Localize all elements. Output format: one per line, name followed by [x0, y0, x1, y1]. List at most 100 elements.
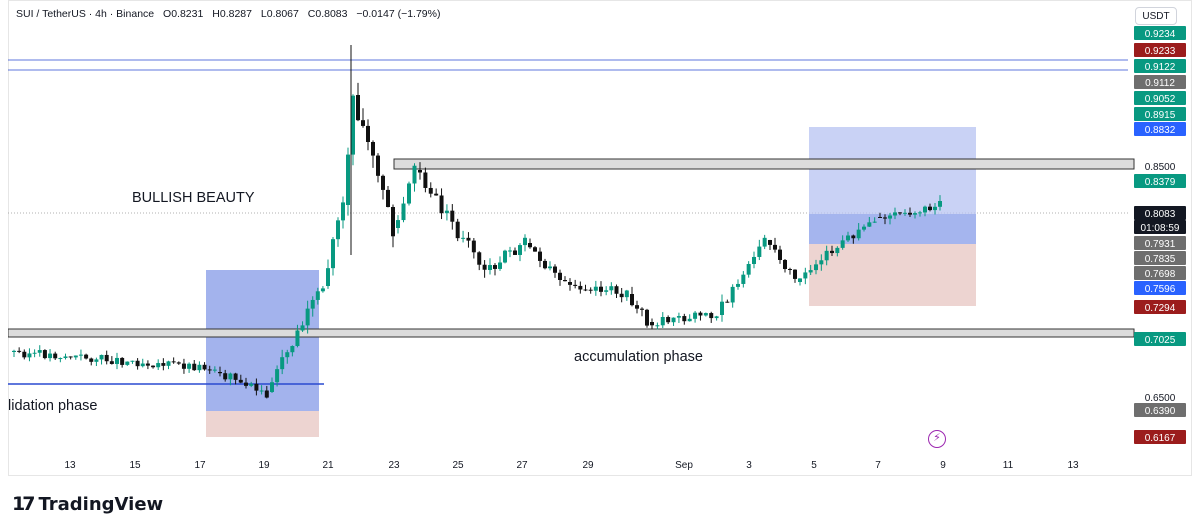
candle-body[interactable]	[37, 350, 42, 353]
candle-body[interactable]	[923, 206, 927, 213]
candle-body[interactable]	[249, 383, 254, 386]
candle-body[interactable]	[604, 290, 609, 292]
candle-body[interactable]	[310, 299, 315, 309]
candle-body[interactable]	[558, 272, 562, 280]
candle-body[interactable]	[471, 240, 476, 253]
candle-body[interactable]	[346, 154, 350, 205]
candle-body[interactable]	[336, 220, 340, 240]
candle-body[interactable]	[518, 245, 522, 255]
candle-body[interactable]	[48, 353, 53, 359]
candle-body[interactable]	[290, 346, 295, 353]
candle-body[interactable]	[903, 212, 907, 214]
price-label[interactable]: 01:08:59	[1141, 223, 1180, 234]
candle-body[interactable]	[63, 356, 68, 359]
candle-body[interactable]	[741, 274, 746, 284]
price-label[interactable]: 0.8832	[1145, 125, 1176, 136]
symbol-title[interactable]: SUI / TetherUS · 4h · Binance	[16, 8, 155, 20]
candle-body[interactable]	[371, 141, 375, 156]
candle-body[interactable]	[176, 362, 181, 364]
candle-body[interactable]	[568, 282, 572, 285]
candle-body[interactable]	[104, 354, 109, 362]
candle-body[interactable]	[808, 270, 813, 273]
candle-body[interactable]	[918, 212, 922, 214]
candle-body[interactable]	[32, 352, 37, 354]
candle-body[interactable]	[99, 354, 104, 360]
candle-body[interactable]	[513, 250, 517, 255]
currency-button[interactable]: USDT	[1135, 7, 1177, 25]
candle-body[interactable]	[423, 172, 428, 188]
price-label[interactable]: 0.7835	[1145, 254, 1176, 265]
candle-body[interactable]	[73, 355, 78, 358]
candle-body[interactable]	[197, 364, 202, 371]
candle-body[interactable]	[115, 357, 119, 364]
stop-loss-box[interactable]	[206, 411, 319, 437]
candle-body[interactable]	[548, 266, 552, 269]
candle-body[interactable]	[331, 239, 335, 269]
price-label[interactable]: 0.8500	[1145, 162, 1176, 173]
price-label[interactable]: 0.6390	[1145, 406, 1176, 417]
candle-body[interactable]	[166, 361, 171, 366]
candle-body[interactable]	[89, 358, 94, 362]
candle-body[interactable]	[757, 246, 762, 257]
candle-body[interactable]	[824, 250, 829, 261]
candle-body[interactable]	[381, 175, 385, 190]
candle-body[interactable]	[207, 369, 212, 371]
candle-body[interactable]	[788, 268, 792, 270]
candle-body[interactable]	[326, 268, 330, 286]
candle-body[interactable]	[856, 229, 861, 239]
candle-body[interactable]	[187, 363, 192, 369]
candle-body[interactable]	[553, 266, 557, 273]
candle-body[interactable]	[650, 322, 654, 326]
candle-body[interactable]	[439, 195, 444, 214]
candle-body[interactable]	[768, 240, 772, 245]
price-label[interactable]: 0.7931	[1145, 239, 1176, 250]
candle-body[interactable]	[614, 286, 619, 294]
candle-body[interactable]	[156, 363, 161, 368]
candle-body[interactable]	[709, 313, 714, 319]
candle-body[interactable]	[351, 95, 355, 155]
candle-body[interactable]	[22, 351, 27, 358]
price-label[interactable]: 0.7025	[1145, 335, 1176, 346]
candle-body[interactable]	[773, 244, 777, 250]
candle-body[interactable]	[793, 269, 797, 279]
tradingview-logo[interactable]: 17 TradingView	[12, 493, 163, 515]
candle-body[interactable]	[752, 256, 756, 264]
accumulation-annotation[interactable]: accumulation phase	[574, 349, 703, 365]
candle-body[interactable]	[883, 217, 887, 219]
candle-body[interactable]	[461, 237, 466, 239]
stop-loss-box[interactable]	[809, 244, 976, 306]
candle-body[interactable]	[635, 305, 639, 309]
candle-body[interactable]	[280, 357, 285, 370]
candle-body[interactable]	[563, 279, 567, 282]
candle-body[interactable]	[396, 220, 400, 228]
candle-body[interactable]	[120, 357, 125, 365]
price-label[interactable]: 0.8083	[1145, 209, 1176, 220]
candle-body[interactable]	[762, 237, 767, 247]
candle-body[interactable]	[588, 289, 593, 291]
candle-body[interactable]	[862, 226, 866, 230]
candle-body[interactable]	[300, 325, 305, 331]
candle-body[interactable]	[386, 189, 390, 208]
candle-body[interactable]	[523, 237, 527, 246]
candle-body[interactable]	[666, 317, 671, 323]
candle-body[interactable]	[140, 363, 145, 367]
candle-body[interactable]	[450, 210, 455, 222]
candle-body[interactable]	[192, 363, 197, 371]
candle-body[interactable]	[401, 203, 406, 221]
price-label[interactable]: 0.7294	[1145, 303, 1176, 314]
candle-body[interactable]	[730, 286, 735, 303]
candle-body[interactable]	[583, 289, 588, 291]
candle-body[interactable]	[315, 291, 320, 300]
candle-body[interactable]	[361, 120, 365, 126]
candle-body[interactable]	[305, 308, 310, 326]
candle-body[interactable]	[835, 247, 840, 254]
lightning-icon[interactable]: ⚡	[928, 430, 946, 448]
candle-body[interactable]	[640, 308, 644, 310]
candle-body[interactable]	[228, 373, 233, 380]
candle-body[interactable]	[778, 249, 782, 260]
bullish-annotation[interactable]: BULLISH BEAUTY	[132, 190, 255, 206]
candle-body[interactable]	[645, 309, 649, 326]
support-zone[interactable]	[8, 328, 1135, 338]
candle-body[interactable]	[295, 330, 300, 347]
candle-body[interactable]	[264, 390, 269, 398]
